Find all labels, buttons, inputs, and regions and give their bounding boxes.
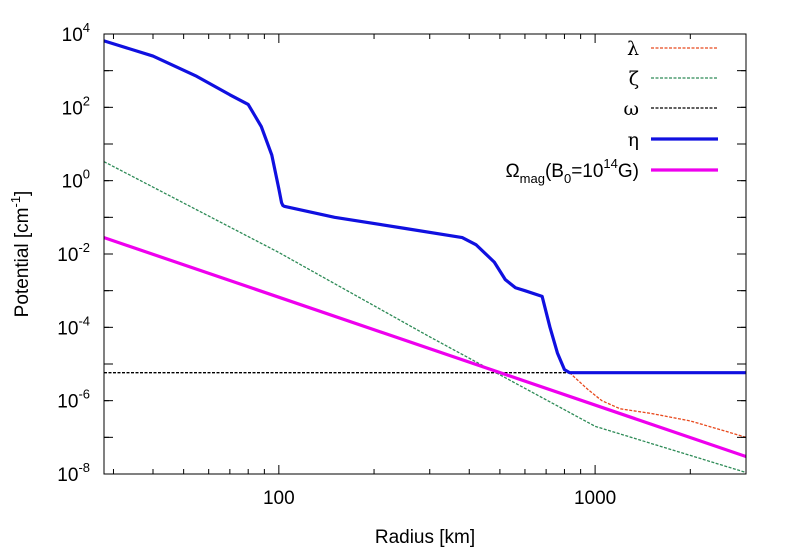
legend-label-zeta: ζ	[629, 68, 639, 90]
ticks-layer	[104, 33, 747, 475]
legend-label-lambda: λ	[627, 38, 639, 60]
y-tick-exp: 4	[83, 20, 90, 35]
y-tick-exp: 2	[83, 93, 90, 108]
y-tick-base: 10	[62, 172, 83, 193]
legend-label-omega: ω	[624, 98, 640, 120]
series-line	[569, 372, 746, 438]
y-axis-label-exp: -1	[8, 196, 23, 208]
series-layer	[104, 39, 746, 474]
y-tick-label: 102	[62, 93, 90, 119]
y-tick-label: 10-6	[57, 387, 90, 413]
y-tick-base: 10	[57, 245, 78, 266]
y-tick-label: 104	[62, 20, 90, 46]
y-tick-label: 10-4	[57, 313, 90, 339]
series-line	[104, 39, 746, 375]
y-axis-label-tail: ]	[12, 191, 33, 196]
y-tick-exp: -2	[78, 240, 90, 255]
y-tick-exp: 0	[83, 167, 90, 182]
legend-label-eta: η	[628, 129, 639, 151]
y-tick-base: 10	[57, 465, 78, 486]
y-tick-base: 10	[62, 98, 83, 119]
y-tick-label: 10-8	[57, 460, 90, 486]
y-tick-exp: -4	[78, 313, 90, 328]
y-tick-exp: -6	[78, 387, 90, 402]
y-tick-base: 10	[57, 318, 78, 339]
x-axis-label: Radius [km]	[375, 527, 475, 548]
y-tick-base: 10	[62, 25, 83, 46]
x-tick-label: 1000	[574, 488, 616, 509]
x-tick-label: 100	[263, 488, 295, 509]
series-line	[104, 161, 746, 474]
y-tick-exp: -8	[78, 460, 90, 475]
plot-frame	[103, 33, 747, 475]
y-tick-label: 100	[62, 167, 90, 193]
y-tick-label: 10-2	[57, 240, 90, 266]
y-axis-label: Potential [cm-1]	[8, 191, 33, 318]
legend-label-omega-mag: Ωmag(B0=1014G)	[505, 156, 639, 186]
y-axis-label-base: Potential [cm	[12, 208, 33, 318]
y-tick-base: 10	[57, 392, 78, 413]
series-line	[104, 236, 746, 459]
